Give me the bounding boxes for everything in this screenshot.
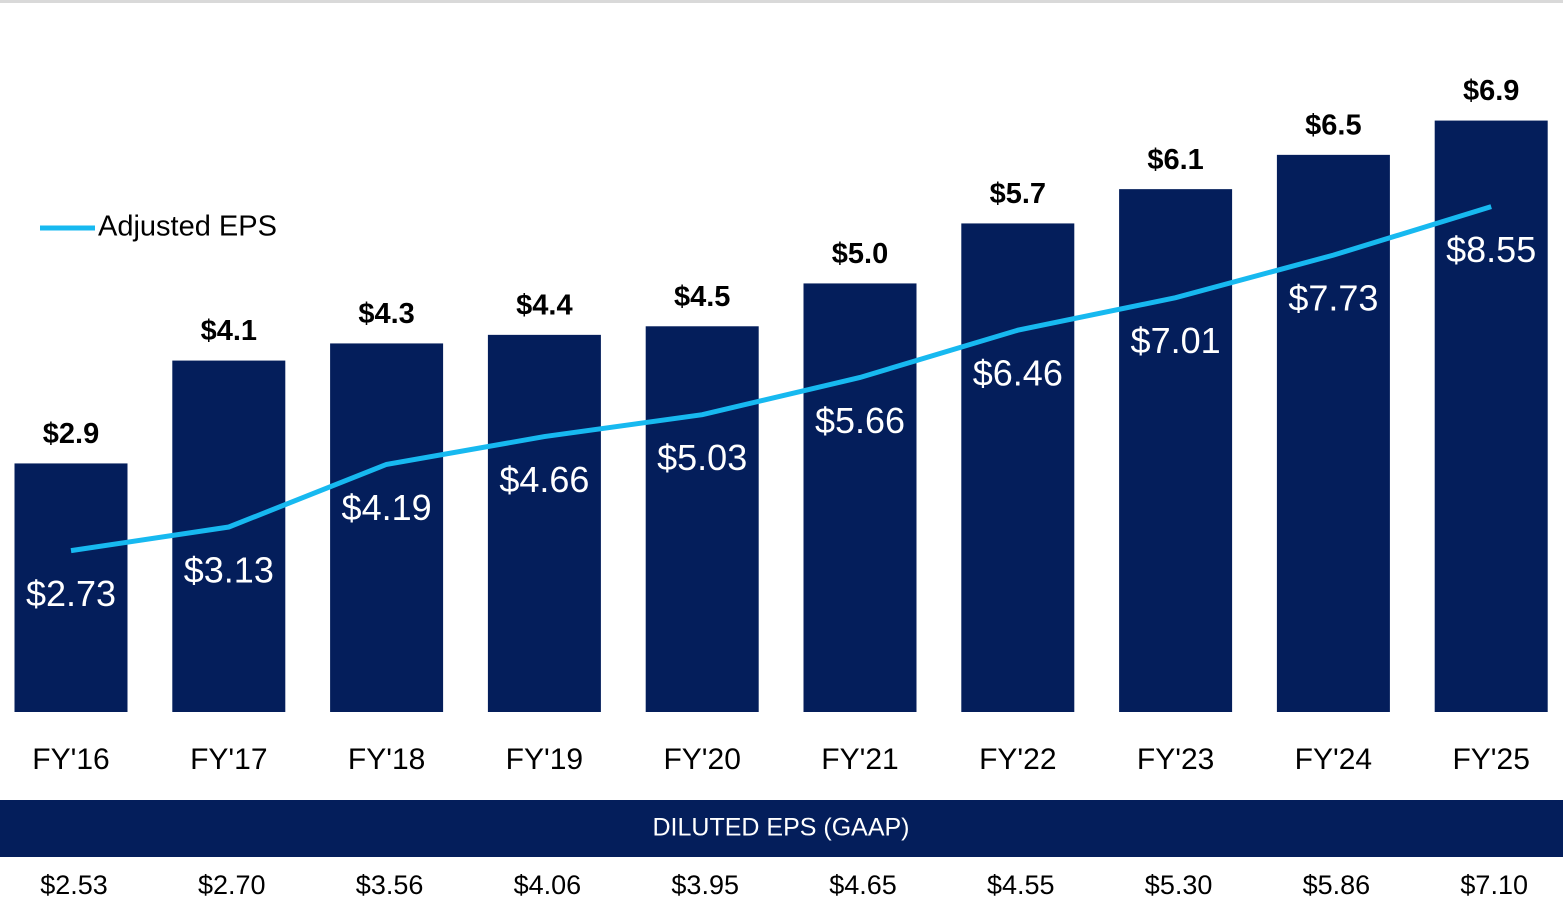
legend-label: Adjusted EPS: [98, 211, 277, 243]
bar-value-label: $5.7: [990, 178, 1046, 210]
bar: [330, 343, 444, 712]
x-tick-label: FY'20: [663, 743, 740, 776]
bar: [645, 326, 759, 712]
line-value-label: $2.73: [26, 573, 116, 614]
bar-value-label: $6.9: [1463, 75, 1519, 107]
line-value-label: $7.01: [1131, 320, 1221, 361]
table-cell: $3.56: [356, 870, 424, 900]
bar: [487, 334, 601, 712]
bar: [961, 223, 1075, 712]
table-cell: $5.86: [1303, 870, 1371, 900]
x-tick-label: FY'22: [979, 743, 1056, 776]
x-tick-label: FY'17: [190, 743, 267, 776]
line-value-label: $4.19: [342, 487, 432, 528]
bar: [14, 463, 128, 712]
line-value-label: $5.66: [815, 400, 905, 441]
table-cell: $4.65: [829, 870, 897, 900]
bar-value-label: $4.4: [516, 290, 572, 322]
x-tick-label: FY'25: [1452, 743, 1529, 776]
table-title: DILUTED EPS (GAAP): [653, 814, 910, 842]
top-rule: [0, 0, 1563, 3]
x-tick-label: FY'23: [1137, 743, 1214, 776]
bar-value-label: $4.5: [674, 281, 730, 313]
table-cell: $4.55: [987, 870, 1055, 900]
table-cell: $5.30: [1145, 870, 1213, 900]
x-tick-label: FY'19: [506, 743, 583, 776]
line-value-label: $5.03: [657, 437, 747, 478]
table-cell: $2.53: [40, 870, 108, 900]
table-cell: $7.10: [1460, 870, 1528, 900]
bar-value-label: $6.5: [1305, 110, 1361, 142]
bar-value-label: $4.1: [201, 315, 257, 347]
line: [70, 204, 1492, 554]
bar: [1119, 189, 1233, 713]
x-tick-label: FY'21: [821, 743, 898, 776]
table-cell: $2.70: [198, 870, 266, 900]
bar: [172, 360, 286, 712]
x-tick-label: FY'18: [348, 743, 425, 776]
line-value-label: $6.46: [973, 353, 1063, 394]
bar: [803, 283, 917, 712]
line-value-label: $3.13: [184, 550, 274, 591]
bar-value-label: $6.1: [1147, 144, 1203, 176]
bar: [1276, 154, 1390, 712]
table-cell: $3.95: [671, 870, 739, 900]
line-value-label: $7.73: [1288, 278, 1378, 319]
line-value-label: $4.66: [499, 459, 589, 500]
line-value-label: $8.55: [1446, 229, 1536, 270]
table-header: [0, 800, 1563, 857]
bar: [1434, 120, 1548, 713]
bar-value-label: $5.0: [832, 238, 888, 270]
table-cell: $4.06: [514, 870, 582, 900]
bar-value-label: $4.3: [358, 298, 414, 330]
x-tick-label: FY'16: [32, 743, 109, 776]
x-tick-label: FY'24: [1295, 743, 1372, 776]
bar-value-label: $2.9: [43, 418, 99, 450]
